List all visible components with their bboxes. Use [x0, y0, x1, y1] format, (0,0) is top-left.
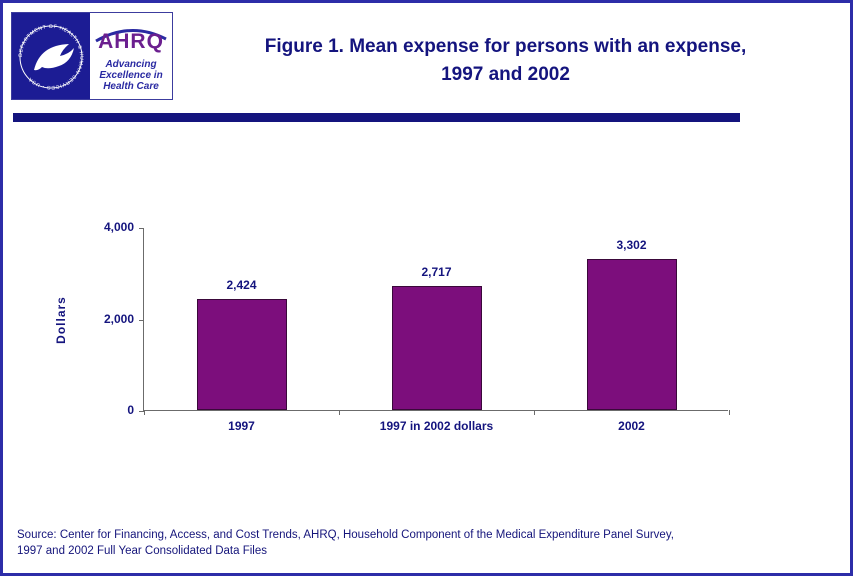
bar-value-label: 2,717: [421, 265, 452, 279]
source-note-line1: Source: Center for Financing, Access, an…: [17, 529, 674, 541]
x-axis-tick: [534, 410, 535, 415]
source-note: Source: Center for Financing, Access, an…: [17, 527, 837, 559]
plot-area: Dollars 2,424 1997 2,717 1997 in 2002 dolla…: [54, 220, 730, 433]
ahrq-tagline-line1: Advancing: [105, 59, 157, 70]
ahrq-tagline: Advancing Excellence in Health Care: [90, 59, 172, 92]
x-axis-tick: [339, 410, 340, 415]
y-axis-tick-label: 0: [127, 403, 134, 417]
y-axis-tick: [139, 319, 144, 321]
hhs-logo: DEPARTMENT OF HEALTH & HUMAN SERVICES • …: [12, 13, 90, 99]
ahrq-logo-text: AHRQ: [98, 30, 164, 53]
category-label: 2002: [618, 419, 645, 433]
ahrq-swoosh-icon: [95, 29, 167, 43]
bar-value-label: 2,424: [226, 278, 257, 292]
bar: [586, 259, 677, 410]
bar-value-label: 3,302: [616, 238, 647, 252]
ahrq-tagline-line3: Health Care: [103, 81, 159, 92]
y-axis-tick: [139, 411, 144, 412]
agency-logo-block: DEPARTMENT OF HEALTH & HUMAN SERVICES • …: [11, 12, 173, 100]
figure-title-line2: 1997 and 2002: [441, 64, 570, 85]
hhs-seal-ring-icon: [19, 25, 83, 89]
bar: [196, 299, 287, 410]
bar: [391, 286, 482, 410]
y-axis-tick-label: 2,000: [103, 311, 134, 326]
y-axis-title: Dollars: [54, 295, 68, 344]
figure-title-line1: Figure 1. Mean expense for persons with …: [264, 36, 747, 57]
category-label: 1997: [228, 419, 255, 433]
source-note-line2: 1997 and 2002 Full Year Consolidated Dat…: [17, 545, 267, 557]
x-axis-tick: [144, 410, 145, 415]
x-axis-tick: [729, 410, 730, 415]
category-label: 1997 in 2002 dollars: [379, 419, 494, 433]
y-axis-tick-label: 4,000: [103, 220, 134, 234]
figure-title: Figure 1. Mean expense for persons with …: [183, 33, 828, 89]
ahrq-logo: AHRQ Advancing Excellence in Health Care: [90, 13, 172, 99]
hhs-seal-icon: DEPARTMENT OF HEALTH & HUMAN SERVICES • …: [12, 13, 90, 99]
header-divider-bar: [13, 113, 740, 122]
y-axis-title-wrap: Dollars: [46, 228, 76, 411]
ahrq-tagline-line2: Excellence in: [99, 70, 163, 81]
y-axis-tick: [139, 228, 144, 229]
hhs-eagle-icon: [34, 44, 74, 71]
